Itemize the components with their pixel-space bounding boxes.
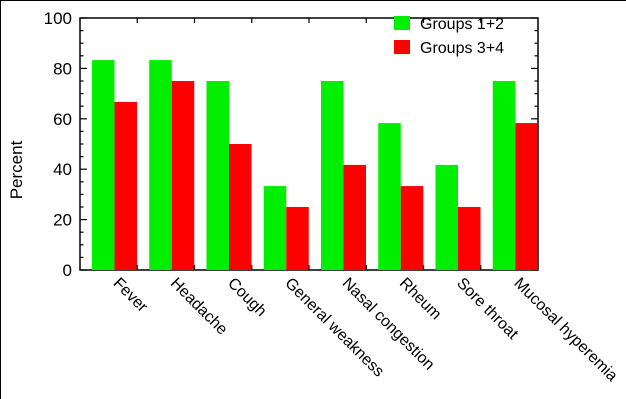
bar-groups-1-2 [378, 123, 401, 270]
bar-groups-3-4 [286, 207, 309, 270]
y-tick-label: 0 [63, 261, 72, 280]
bar-groups-3-4 [458, 207, 481, 270]
y-axis-label: Percent [7, 140, 26, 199]
y-tick-label: 80 [53, 59, 72, 78]
x-tick-label: Rheum [396, 275, 444, 323]
bar-groups-3-4 [171, 81, 195, 270]
x-tick-label: Cough [224, 275, 269, 320]
y-tick-label: 60 [53, 110, 72, 129]
x-tick-label: Fever [110, 275, 151, 316]
bar-groups-3-4 [114, 101, 137, 270]
bar-groups-1-2 [435, 164, 458, 270]
x-tick-label: Mucosal hyperemia [510, 275, 620, 385]
y-tick-label: 100 [44, 9, 72, 28]
bar-groups-3-4 [400, 186, 424, 270]
x-tick-label: Headache [167, 275, 231, 339]
bar-groups-3-4 [229, 144, 252, 270]
legend-swatch [394, 40, 410, 54]
legend-swatch [394, 16, 410, 30]
bar-groups-1-2 [149, 60, 172, 270]
x-tick-label: General weakness [281, 275, 387, 381]
legend-label: Groups 3+4 [420, 40, 504, 57]
y-tick-label: 40 [53, 160, 72, 179]
bar-groups-1-2 [92, 60, 115, 270]
bar-groups-1-2 [206, 81, 229, 270]
legend-label: Groups 1+2 [420, 16, 504, 33]
bar-groups-3-4 [515, 123, 538, 270]
bar-groups-3-4 [343, 164, 366, 270]
bar-groups-1-2 [263, 186, 287, 270]
bar-groups-1-2 [321, 81, 344, 270]
bar-groups-1-2 [492, 81, 516, 270]
y-tick-label: 20 [53, 211, 72, 230]
